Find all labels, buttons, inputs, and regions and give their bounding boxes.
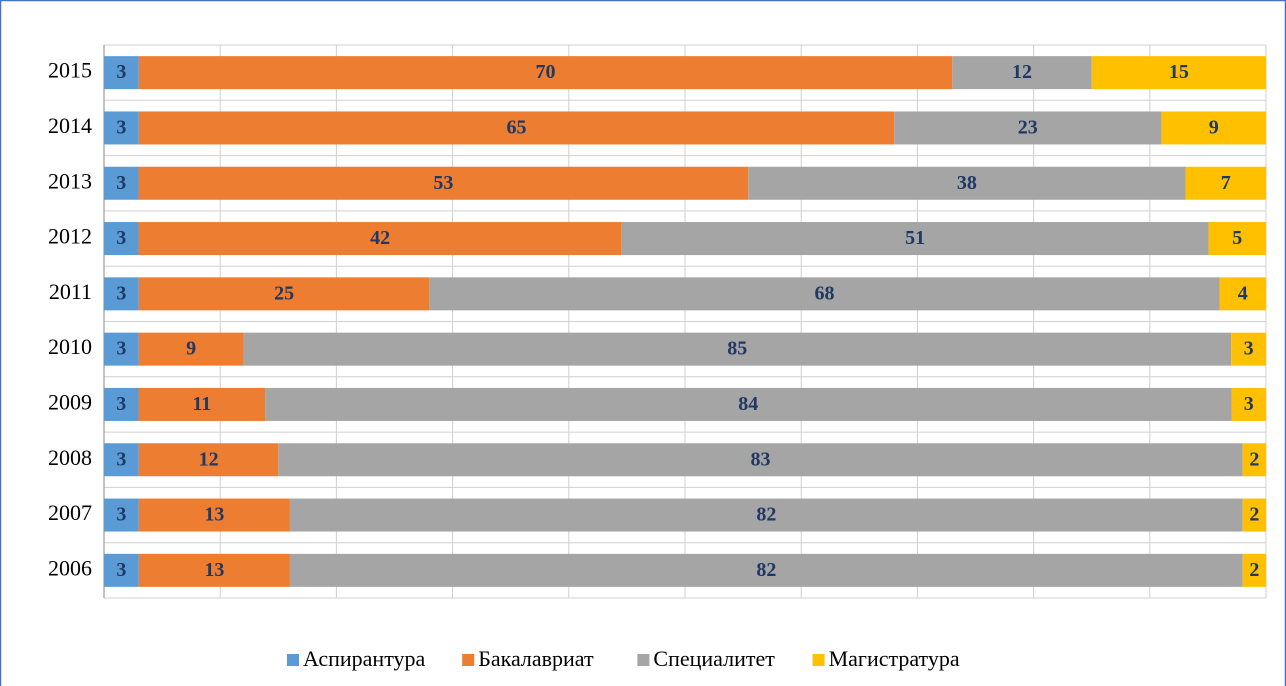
data-label: 83 — [751, 448, 771, 470]
data-label: 9 — [186, 338, 196, 360]
bar-segment — [1242, 553, 1266, 587]
y-tick-label: 2007 — [48, 500, 92, 525]
data-label: 2 — [1249, 448, 1259, 470]
bar-segment — [104, 222, 139, 256]
data-label: 3 — [116, 61, 126, 83]
bar-segment — [104, 498, 139, 532]
data-label: 84 — [738, 393, 758, 415]
bar-segment — [1242, 443, 1266, 477]
y-tick-label: 2015 — [48, 58, 92, 83]
bar-segment — [894, 111, 1162, 145]
bar-segment — [621, 222, 1209, 256]
bar-segment — [104, 56, 139, 90]
y-tick-label: 2010 — [48, 334, 92, 359]
bar-segment — [1242, 498, 1266, 532]
data-label: 2 — [1249, 559, 1259, 581]
data-label: 13 — [204, 504, 224, 526]
bar-segment — [289, 498, 1243, 532]
data-label: 23 — [1018, 117, 1038, 139]
bar-segment — [1161, 111, 1266, 145]
data-label: 51 — [905, 227, 925, 249]
bar-segment — [748, 166, 1186, 200]
y-tick-label: 2006 — [48, 555, 92, 580]
legend-swatch — [462, 654, 475, 666]
bar-segment — [1185, 166, 1266, 200]
data-label: 3 — [116, 227, 126, 249]
data-label: 70 — [536, 61, 556, 83]
data-label: 3 — [116, 172, 126, 194]
data-label: 12 — [199, 448, 219, 470]
data-label: 4 — [1238, 282, 1248, 304]
data-label: 3 — [1244, 338, 1254, 360]
legend-label: Магистратура — [829, 646, 960, 671]
bar-segment — [138, 387, 266, 421]
bar-segment — [1231, 332, 1266, 366]
bar-segment — [1208, 222, 1266, 256]
data-label: 5 — [1232, 227, 1242, 249]
bar-segment — [1091, 56, 1266, 90]
data-label: 11 — [192, 393, 211, 415]
y-tick-label: 2013 — [48, 168, 92, 193]
bar-segment — [1219, 277, 1266, 311]
bar-segment — [104, 166, 139, 200]
bar-segment — [104, 332, 139, 366]
data-label: 82 — [756, 559, 776, 581]
data-label: 3 — [116, 448, 126, 470]
bar-segment — [243, 332, 1232, 366]
bar-segment — [1231, 387, 1266, 421]
y-tick-label: 2011 — [49, 279, 92, 304]
y-tick-label: 2009 — [48, 389, 92, 414]
data-label: 25 — [274, 282, 294, 304]
bar-segment — [278, 443, 1243, 477]
legend-label: Бакалавриат — [478, 646, 594, 671]
data-label: 68 — [814, 282, 834, 304]
data-label: 3 — [116, 117, 126, 139]
bar-segment — [104, 277, 139, 311]
data-label: 53 — [433, 172, 453, 194]
legend-swatch — [637, 654, 650, 666]
bar-segment — [138, 498, 290, 532]
data-label: 3 — [1244, 393, 1254, 415]
bar-segment — [429, 277, 1220, 311]
bar-segment — [138, 277, 430, 311]
data-label: 3 — [116, 282, 126, 304]
bar-segment — [104, 111, 139, 145]
bar-segment — [138, 56, 953, 90]
data-label: 9 — [1209, 117, 1219, 139]
bar-segment — [289, 553, 1243, 587]
legend-swatch — [812, 654, 825, 666]
data-label: 2 — [1249, 504, 1259, 526]
data-label: 38 — [957, 172, 977, 194]
y-tick-label: 2008 — [48, 445, 92, 470]
legend-label: Аспирантура — [303, 646, 426, 671]
bar-segment — [104, 443, 139, 477]
data-label: 7 — [1221, 172, 1231, 194]
data-label: 82 — [756, 504, 776, 526]
bar-segment — [104, 387, 139, 421]
data-label: 3 — [116, 559, 126, 581]
data-label: 3 — [116, 504, 126, 526]
bar-segment — [138, 553, 290, 587]
data-label: 13 — [204, 559, 224, 581]
bar-segment — [138, 332, 244, 366]
bar-segment — [952, 56, 1092, 90]
data-label: 12 — [1012, 61, 1032, 83]
data-label: 42 — [370, 227, 390, 249]
bar-segment — [138, 222, 622, 256]
y-tick-label: 2012 — [48, 224, 92, 249]
data-label: 65 — [507, 117, 527, 139]
legend-swatch — [287, 654, 299, 666]
y-tick-label: 2014 — [48, 113, 92, 138]
bar-segment — [104, 553, 139, 587]
data-label: 15 — [1169, 61, 1189, 83]
bar-segment — [138, 166, 749, 200]
legend-label: Специалитет — [653, 646, 775, 671]
data-label: 3 — [116, 393, 126, 415]
data-label: 85 — [727, 338, 747, 360]
bar-segment — [138, 443, 279, 477]
bar-segment — [138, 111, 895, 145]
bar-segment — [265, 387, 1232, 421]
data-label: 3 — [116, 338, 126, 360]
